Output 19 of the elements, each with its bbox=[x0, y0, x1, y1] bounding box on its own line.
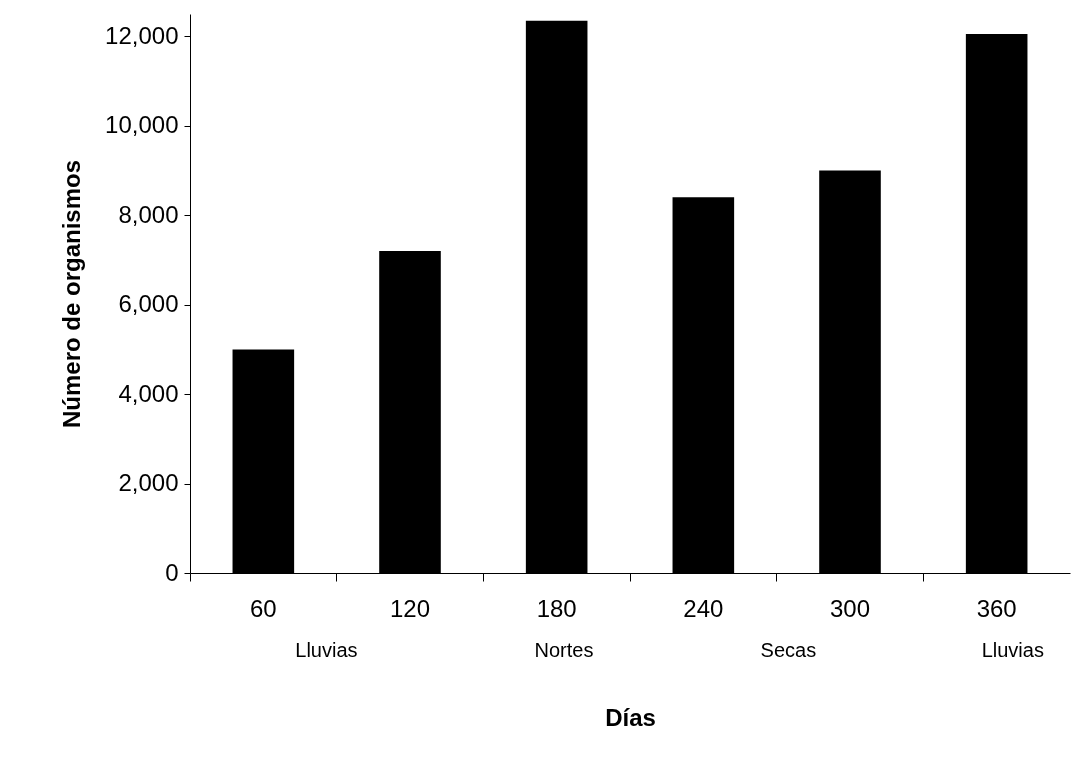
y-tick-label: 10,000 bbox=[105, 111, 179, 139]
x-tick-label: 180 bbox=[536, 594, 577, 622]
text: Nortes bbox=[534, 639, 594, 661]
x-axis-title: Días bbox=[605, 703, 656, 731]
x-tick-label: 300 bbox=[829, 594, 871, 622]
y-tick-label: 8,000 bbox=[118, 200, 179, 228]
y-tick-label: 12,000 bbox=[105, 21, 179, 49]
x-tick-label: 60 bbox=[249, 594, 277, 622]
x-tick-label: 240 bbox=[683, 594, 724, 622]
x-tick-label: 120 bbox=[389, 594, 431, 622]
y-tick-label: 6,000 bbox=[118, 290, 179, 318]
x-tick-label: 360 bbox=[976, 594, 1017, 622]
text: Secas bbox=[760, 639, 817, 661]
y-tick-label: 2,000 bbox=[118, 469, 179, 497]
text: Lluvias bbox=[981, 639, 1044, 661]
y-tick-label: 4,000 bbox=[118, 379, 179, 407]
y-axis-title: Número de organismos bbox=[58, 159, 86, 429]
y-tick-label: 0 bbox=[165, 558, 179, 586]
text: Lluvias bbox=[295, 639, 358, 661]
